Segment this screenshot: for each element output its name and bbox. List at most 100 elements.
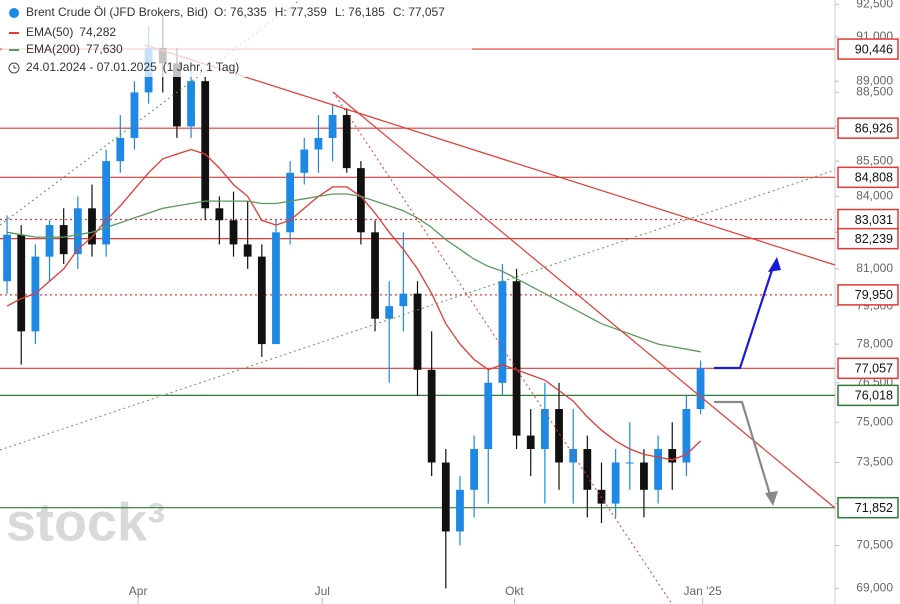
series-value: 77,630 xyxy=(86,42,123,56)
y-tick-label: 89,000 xyxy=(856,73,893,87)
candle-body xyxy=(441,462,450,532)
y-tick-label: 85,500 xyxy=(856,153,893,167)
legend-bg xyxy=(2,3,472,77)
candle-body xyxy=(668,448,677,463)
candle-body xyxy=(102,161,111,245)
candle-body xyxy=(385,306,394,319)
ohlc: O: 76,335 xyxy=(214,5,267,19)
clock-icon xyxy=(8,62,20,74)
level-labels: 90,446 86,926 84,808 83,031 82,239 79,950 77,0… xyxy=(837,38,899,519)
legend-entry: EMA(200) 77,630 xyxy=(26,42,123,56)
candle-body xyxy=(173,63,181,127)
y-tick-label: 73,500 xyxy=(856,455,893,469)
candle-body xyxy=(625,462,634,464)
level-box xyxy=(837,357,899,380)
candle-body xyxy=(356,168,365,233)
y-tick-label: 75,000 xyxy=(856,414,893,428)
level-label: 77,057 xyxy=(855,362,893,376)
candle-body xyxy=(243,244,252,257)
y-tick-label: 88,500 xyxy=(856,85,893,99)
legend-title: Brent Crude Öl (JFD Brokers, Bid) O: 76,3… xyxy=(26,5,445,19)
ema-line xyxy=(6,148,702,461)
candle-body xyxy=(73,208,82,255)
date-range: 24.01.2024 - 07.01.2025 (1 Jahr, 1 Tag) xyxy=(26,60,239,74)
arrow-head xyxy=(768,257,781,272)
candle-body xyxy=(342,115,351,169)
legend: Brent Crude Öl (JFD Brokers, Bid) O: 76,3… xyxy=(2,3,472,77)
level-label: 76,018 xyxy=(855,389,893,403)
candle-body xyxy=(654,448,662,490)
candle-body xyxy=(229,220,238,245)
series-name: EMA(200) xyxy=(26,42,80,56)
y-tick-label: 70,500 xyxy=(856,538,893,552)
candle-body xyxy=(314,137,323,150)
candle-body xyxy=(583,448,592,490)
candle-body xyxy=(470,448,479,490)
trend-line xyxy=(144,44,836,266)
candle-body xyxy=(201,81,210,209)
candle-body xyxy=(512,281,521,436)
legend-icon xyxy=(9,8,19,18)
candle-body xyxy=(569,448,578,463)
ohlc: L: 76,185 xyxy=(335,5,385,19)
level-box xyxy=(837,496,899,519)
level-label: 79,950 xyxy=(855,288,893,302)
ohlc: H: 77,359 xyxy=(275,5,327,19)
x-tick-label: Okt xyxy=(505,584,524,598)
candle-body xyxy=(399,293,408,307)
candle-body xyxy=(88,208,96,245)
candle-body xyxy=(257,256,266,345)
trend-lines xyxy=(0,0,836,604)
level-box xyxy=(837,384,899,407)
level-box xyxy=(837,166,899,189)
arrow-head xyxy=(765,491,778,506)
candle-body xyxy=(413,293,422,370)
candle-body xyxy=(300,149,309,173)
trend-line xyxy=(332,91,673,604)
candle-body xyxy=(328,115,337,138)
series-value: 74,282 xyxy=(79,25,116,39)
x-tick-label: Apr xyxy=(129,584,148,598)
level-label: 86,926 xyxy=(855,121,893,135)
ohlc: C: 77,057 xyxy=(393,5,445,19)
level-box xyxy=(837,117,899,139)
y-tick-label: 69,000 xyxy=(856,581,893,595)
candle-body xyxy=(682,409,691,463)
candle-body xyxy=(17,234,26,332)
legend-entry: EMA(50) 74,282 xyxy=(26,25,116,39)
level-label: 82,239 xyxy=(855,232,893,246)
level-label: 90,446 xyxy=(855,42,893,56)
candle-body xyxy=(498,281,507,383)
y-tick-label: 81,000 xyxy=(856,261,893,275)
level-box xyxy=(837,227,899,250)
ema-line xyxy=(6,193,701,353)
candle-body xyxy=(130,92,139,138)
candle-body xyxy=(611,462,620,504)
candle-body xyxy=(640,462,648,490)
candle-body xyxy=(540,409,549,449)
candle-body xyxy=(696,368,705,410)
range: 24.01.2024 - 07.01.2025 xyxy=(26,60,157,74)
level-box xyxy=(837,284,899,306)
trend-line xyxy=(332,91,836,509)
clock-hand xyxy=(13,65,17,69)
x-tick-label: Jul xyxy=(315,584,330,598)
period: (1 Jahr, 1 Tag) xyxy=(163,60,240,74)
candle-body xyxy=(526,435,535,449)
candle-body xyxy=(215,208,224,221)
level-box xyxy=(837,38,899,60)
candle-body xyxy=(116,137,125,162)
y-tick-label: 84,000 xyxy=(856,189,893,203)
level-label: 84,808 xyxy=(855,171,893,185)
series-name: EMA(50) xyxy=(26,25,73,39)
candle-body xyxy=(272,232,280,345)
candle-body xyxy=(187,81,195,127)
candle-body xyxy=(371,232,379,319)
watermark: stock³ xyxy=(6,492,165,552)
trend-line xyxy=(0,169,836,451)
plot-layer xyxy=(3,15,705,589)
instrument: Brent Crude Öl (JFD Brokers, Bid) xyxy=(26,5,208,19)
level-label: 83,031 xyxy=(855,213,893,227)
candle-body xyxy=(555,409,563,463)
